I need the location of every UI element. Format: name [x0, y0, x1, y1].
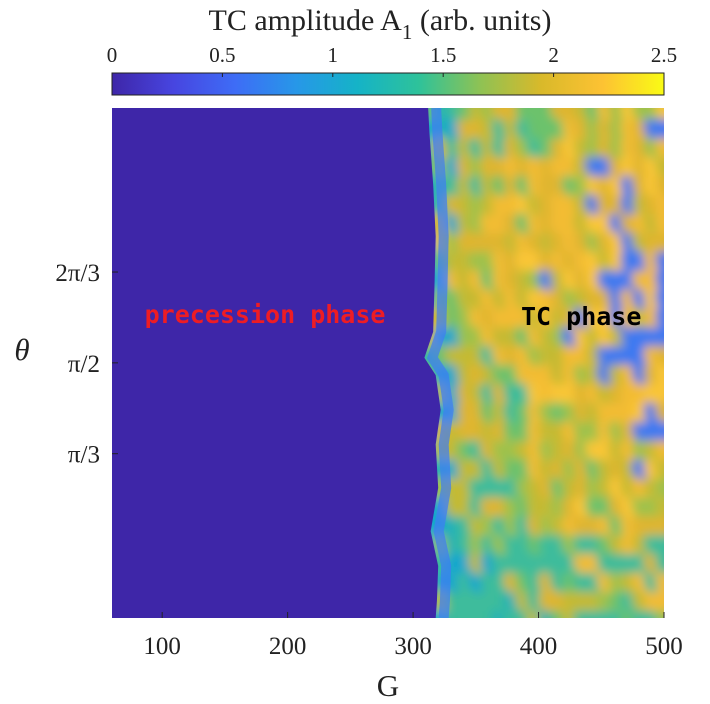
y-axis-label: θ	[14, 332, 29, 367]
colorbar-tick-label: 2	[548, 43, 559, 67]
tc-phase-texture	[409, 108, 664, 618]
heatmap-plot-area	[112, 108, 664, 618]
colorbar-ticks: 0 0.5 1 1.5 2 2.5	[107, 43, 677, 77]
colorbar-title-main: TC amplitude A	[209, 4, 403, 37]
colorbar-gradient	[111, 72, 665, 96]
tc-phase-label: TC phase	[521, 302, 641, 331]
tc-phase-field	[409, 108, 664, 618]
x-tick-label: 400	[520, 633, 558, 660]
boundary-band	[426, 108, 454, 618]
y-tick-label: 2π/3	[55, 260, 100, 287]
x-tick-label: 100	[143, 633, 181, 660]
x-tick-label: 200	[269, 633, 307, 660]
colorbar: 0 0.5 1 1.5 2 2.5	[107, 43, 677, 96]
precession-phase-label: precession phase	[145, 300, 386, 329]
y-tick-label: π/3	[68, 442, 100, 469]
x-tick-label: 300	[394, 633, 432, 660]
colorbar-title: TC amplitude A1 (arb. units)	[209, 4, 552, 44]
colorbar-title-subscript: 1	[402, 20, 413, 44]
phase-boundary	[112, 108, 441, 618]
y-tick-label: π/2	[68, 351, 100, 378]
y-axis-ticks: π/3 π/2 2π/3	[55, 260, 118, 469]
colorbar-tick-label: 0	[107, 43, 118, 67]
colorbar-title-suffix: (arb. units)	[412, 4, 551, 37]
colorbar-tick-label: 0.5	[209, 43, 235, 67]
x-axis-ticks: 100 200 300 400 500	[143, 612, 683, 660]
colorbar-tick-label: 2.5	[651, 43, 677, 67]
colorbar-tick-label: 1	[328, 43, 339, 67]
x-axis-label: G	[377, 668, 399, 703]
colorbar-tick-label: 1.5	[430, 43, 456, 67]
x-tick-label: 500	[645, 633, 683, 660]
